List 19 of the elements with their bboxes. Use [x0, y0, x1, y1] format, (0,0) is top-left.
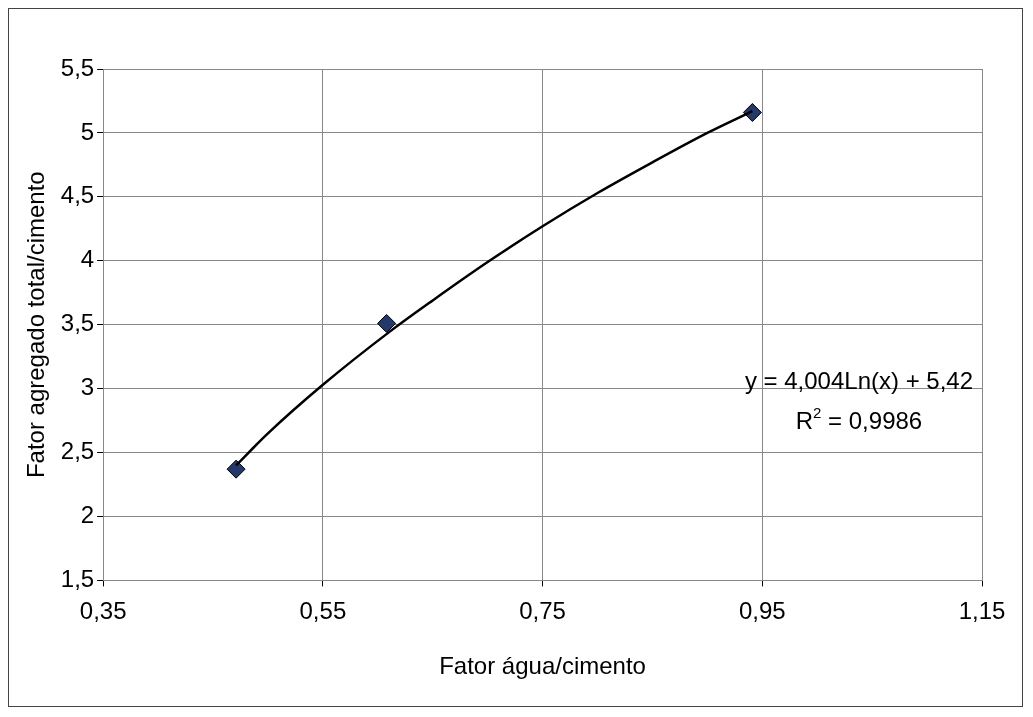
- y-tick-label: 5: [80, 117, 95, 145]
- y-axis-title: Fator agregado total/cimento: [22, 171, 50, 479]
- y-tick-label: 2,5: [60, 437, 95, 465]
- y-tick-label: 4: [80, 245, 95, 273]
- x-tick-label: 0,95: [738, 597, 786, 625]
- y-tick-label: 1,5: [60, 565, 95, 593]
- x-tick-label: 0,55: [299, 597, 347, 625]
- x-tick-label: 0,75: [519, 597, 566, 625]
- y-tick-label: 3: [80, 373, 95, 401]
- y-tick-label: 2: [80, 501, 95, 529]
- y-tick-label: 4,5: [60, 181, 95, 209]
- x-tick-label: 0,35: [79, 597, 127, 625]
- point: [226, 459, 246, 479]
- x-tick-label: 1,15: [958, 597, 1006, 625]
- y-tick-label: 3,5: [60, 309, 95, 337]
- annotation: y = 4,004Ln(x) + 5,42: [744, 366, 974, 394]
- y-tick-label: 5,5: [60, 53, 95, 81]
- x-axis-title: Fator água/cimento: [439, 652, 646, 680]
- point: [377, 313, 397, 333]
